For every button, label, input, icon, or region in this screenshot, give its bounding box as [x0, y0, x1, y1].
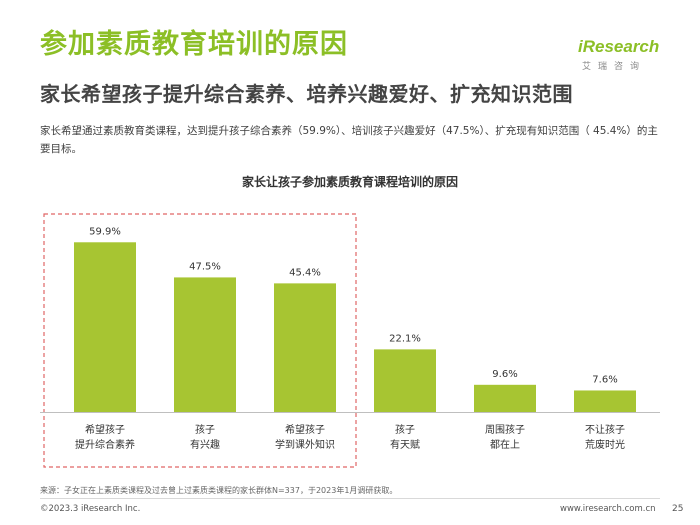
category-label-5-line-1: 周围孩子 [485, 423, 525, 436]
category-label-1-line-2: 提升综合素养 [75, 438, 135, 451]
website-text: www.iresearch.com.cn [560, 504, 656, 514]
category-label-6-line-2: 荒废时光 [585, 438, 625, 451]
data-label-5: 9.6% [492, 369, 517, 380]
bar-3 [274, 283, 336, 412]
category-label-6-line-1: 不让孩子 [585, 423, 625, 436]
category-label-4-line-1: 孩子 [395, 423, 415, 436]
category-label-5-line-2: 都在上 [490, 439, 520, 451]
category-label-3-line-2: 学到课外知识 [275, 438, 335, 451]
footer-divider [40, 498, 660, 499]
data-label-2: 47.5% [189, 261, 221, 272]
category-label-2-line-1: 孩子 [195, 423, 215, 436]
page-number: 25 [672, 504, 684, 514]
logo-brand: iResearch [578, 37, 660, 56]
bar-2 [174, 277, 236, 412]
category-label-3-line-1: 希望孩子 [285, 423, 325, 436]
description-text: 家长希望通过素质教育类课程，达到提升孩子综合素养（59.9%）、培训孩子兴趣爱好… [40, 125, 658, 155]
source-note: 来源：子女正在上素质类课程及过去曾上过素质类课程的家长群体N=337，于2023… [40, 486, 398, 495]
bar-1 [74, 242, 136, 412]
bar-4 [374, 349, 436, 412]
data-label-4: 22.1% [389, 333, 421, 344]
data-label-3: 45.4% [289, 267, 321, 278]
bar-6 [574, 390, 636, 412]
logo-chinese: 艾瑞咨询 [582, 62, 647, 72]
category-label-1-line-1: 希望孩子 [85, 423, 125, 436]
bar-5 [474, 384, 536, 412]
iresearch-logo: iResearch 艾瑞咨询 [578, 37, 668, 73]
highlight-box [43, 213, 357, 468]
page-title: 参加素质教育培训的原因 [40, 29, 348, 60]
chart-title: 家长让孩子参加素质教育课程培训的原因 [241, 175, 458, 189]
page-subtitle: 家长希望孩子提升综合素养、培养兴趣爱好、扩充知识范围 [40, 82, 573, 106]
data-label-6: 7.6% [592, 374, 617, 385]
category-label-2-line-2: 有兴趣 [190, 438, 220, 451]
category-label-4-line-2: 有天赋 [390, 438, 420, 451]
copyright-text: ©2023.3 iResearch Inc. [40, 504, 141, 514]
data-label-1: 59.9% [89, 226, 121, 237]
